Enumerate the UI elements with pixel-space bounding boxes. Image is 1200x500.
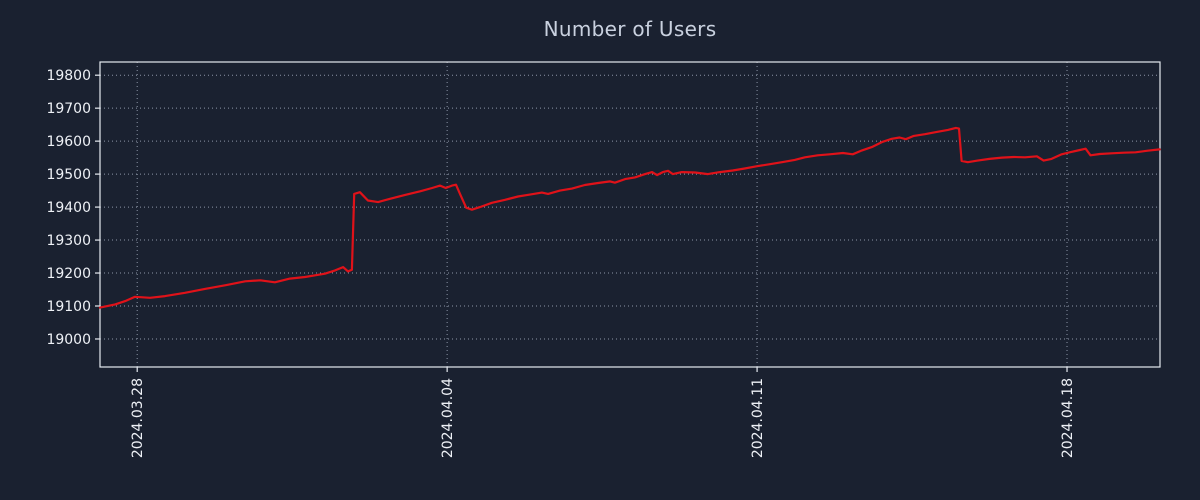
y-tick-label: 19600 xyxy=(46,134,91,150)
y-tick-label: 19500 xyxy=(46,167,91,183)
x-tick-label: 2024.04.04 xyxy=(440,378,456,458)
x-tick-label: 2024.04.11 xyxy=(750,378,766,458)
x-tick-label: 2024.03.28 xyxy=(130,378,146,458)
chart-title: Number of Users xyxy=(543,17,717,41)
y-tick-label: 19300 xyxy=(46,233,91,249)
tick-labels: 19000 19100 19200 19300 19400 19500 19600 19700… xyxy=(46,68,1076,458)
y-tick-label: 19100 xyxy=(46,299,91,315)
y-tick-label: 19700 xyxy=(46,101,91,117)
y-tick-label: 19000 xyxy=(46,332,91,348)
y-tick-label: 19200 xyxy=(46,266,91,282)
y-tick-label: 19400 xyxy=(46,200,91,216)
y-tick-label: 19800 xyxy=(46,68,91,84)
x-tick-label: 2024.04.18 xyxy=(1060,378,1076,458)
series-line-number-of-users xyxy=(98,126,1161,309)
plot-border xyxy=(99,61,1161,368)
axis-ticks xyxy=(95,74,1068,372)
gridlines xyxy=(100,62,1160,367)
